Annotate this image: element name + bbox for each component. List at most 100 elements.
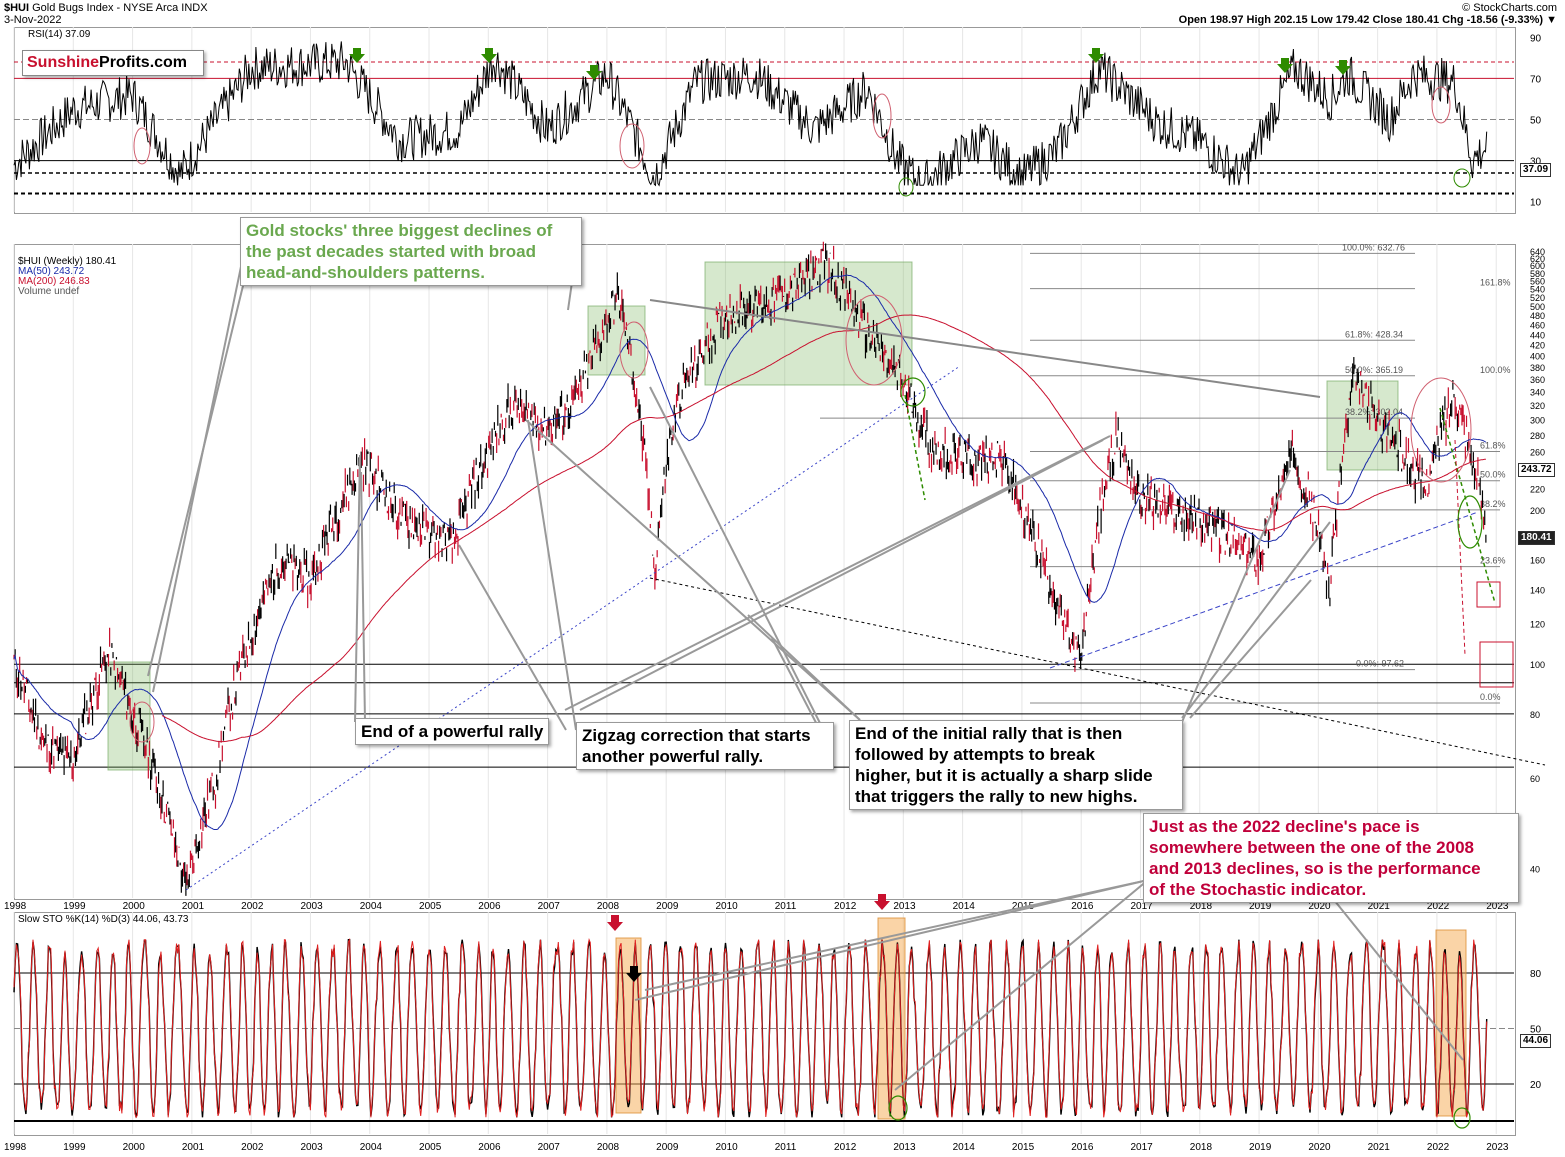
callout-pointer — [458, 544, 567, 731]
green-projection-2013 — [904, 394, 926, 501]
rsi-y-tick: 50 — [1530, 116, 1542, 127]
callout-head-and-shoulders: Gold stocks' three biggest declines of t… — [240, 217, 582, 286]
x-tick-label: 2013 — [893, 1142, 916, 1153]
black-dashed-trend — [649, 577, 1546, 766]
green-arrow-icon — [481, 48, 497, 63]
rsi-red-ellipse — [619, 123, 645, 169]
x-tick-label: 2007 — [538, 901, 561, 912]
fib-label-right: 61.8% — [1480, 440, 1506, 450]
x-tick-label: 2001 — [182, 901, 205, 912]
callout-pointer — [649, 386, 826, 734]
x-tick-label: 1998 — [4, 901, 27, 912]
blue-dotted-trend — [185, 365, 961, 891]
logo-part2: Profits.com — [99, 54, 188, 71]
x-tick-label: 2016 — [1071, 901, 1094, 912]
x-tick-label: 2009 — [656, 1142, 679, 1153]
sto-green-ellipse — [1453, 1107, 1471, 1129]
price-y-tick: 140 — [1530, 585, 1545, 595]
x-tick-label: 2003 — [300, 901, 323, 912]
callout-pointer — [1181, 521, 1331, 719]
x-tick-label: 2006 — [478, 1142, 501, 1153]
red-arrow-icon — [874, 894, 890, 910]
ma-current-tag: 243.72 — [1518, 463, 1555, 477]
x-tick-label: 2000 — [123, 901, 146, 912]
rsi-y-tick: 70 — [1530, 74, 1542, 85]
price-y-tick: 580 — [1530, 269, 1545, 279]
price-y-tick: 60 — [1530, 774, 1540, 784]
price-y-tick: 200 — [1530, 506, 1545, 516]
price-y-tick: 480 — [1530, 311, 1545, 321]
green-arrow-icon — [349, 48, 365, 63]
price-y-tick: 100 — [1530, 660, 1545, 670]
rsi-y-tick: 90 — [1530, 33, 1542, 44]
x-tick-label: 2008 — [597, 1142, 620, 1153]
price-y-tick: 400 — [1530, 352, 1545, 362]
rsi-y-tick: 30 — [1530, 157, 1542, 168]
sto-y-tick: 80 — [1530, 969, 1542, 980]
callout-pointer — [525, 419, 861, 721]
price-y-tick: 320 — [1530, 401, 1545, 411]
price-green-ellipse — [900, 377, 926, 407]
callout-pointer — [1329, 894, 1464, 1061]
x-tick-label: 1998 — [4, 1142, 27, 1153]
callout-pointer — [644, 879, 1149, 991]
x-tick-label: 2009 — [656, 901, 679, 912]
callout-pointer — [1181, 469, 1291, 723]
price-y-tick: 500 — [1530, 302, 1545, 312]
callout-pointer — [567, 281, 573, 311]
x-tick-label: 1999 — [63, 1142, 86, 1153]
fib-label-right: 50.0% — [1480, 470, 1506, 480]
x-tick-label: 2013 — [893, 901, 916, 912]
price-red-ellipse — [845, 294, 903, 386]
fib-label-right: 100.0% — [1480, 365, 1511, 375]
x-tick-label: 2022 — [1427, 1142, 1450, 1153]
ohlc-readout: Open 198.97 High 202.15 Low 179.42 Close… — [1178, 14, 1557, 26]
x-tick-label: 2020 — [1308, 1142, 1331, 1153]
x-tick-label: 2017 — [1130, 901, 1153, 912]
price-y-tick: 540 — [1530, 285, 1545, 295]
target-box — [1479, 641, 1514, 688]
price-y-tick: 420 — [1530, 341, 1545, 351]
sto-highlight-box — [1435, 929, 1467, 1117]
x-tick-label: 2021 — [1368, 901, 1391, 912]
x-tick-label: 2005 — [419, 901, 442, 912]
price-y-tick: 80 — [1530, 710, 1540, 720]
price-red-ellipse — [1410, 377, 1472, 483]
symbol-title: $HUI Gold Bugs Index - NYSE Arca INDX — [4, 2, 208, 14]
x-tick-label: 2010 — [715, 901, 738, 912]
price-y-tick: 260 — [1530, 447, 1545, 457]
price-y-tick: 380 — [1530, 363, 1545, 373]
price-legend-ma200: MA(200) 246.83 — [18, 276, 90, 287]
x-tick-label: 2008 — [597, 901, 620, 912]
x-tick-label: 2018 — [1190, 1142, 1213, 1153]
red-arrow-icon — [607, 915, 623, 931]
rsi-green-ellipse — [1453, 168, 1471, 188]
x-tick-label: 2000 — [123, 1142, 146, 1153]
x-tick-label: 2020 — [1308, 901, 1331, 912]
callout-end-powerful-rally: End of a powerful rally — [355, 718, 550, 745]
x-tick-label: 1999 — [63, 901, 86, 912]
fib-label-right: 38.2% — [1480, 499, 1506, 509]
x-tick-label: 2010 — [715, 1142, 738, 1153]
price-y-tick: 640 — [1530, 247, 1545, 257]
fib-label-right: 0.0% — [1480, 692, 1501, 702]
x-tick-label: 2014 — [953, 901, 976, 912]
x-tick-label: 2002 — [241, 901, 264, 912]
price-y-tick: 440 — [1530, 330, 1545, 340]
x-tick-label: 2012 — [834, 901, 857, 912]
green-arrow-icon — [1335, 60, 1351, 75]
x-tick-label: 2016 — [1071, 1142, 1094, 1153]
fib-label: 61.8%: 428.34 — [1345, 329, 1403, 339]
x-tick-label: 2022 — [1427, 901, 1450, 912]
x-tick-label: 2018 — [1190, 901, 1213, 912]
green-arrow-icon — [1088, 48, 1104, 63]
price-y-tick: 280 — [1530, 431, 1545, 441]
price-green-ellipse — [1457, 495, 1483, 549]
callout-initial-rally: End of the initial rally that is then fo… — [849, 720, 1183, 810]
price-y-tick: 40 — [1530, 864, 1540, 874]
price-red-ellipse — [129, 701, 155, 743]
hs-pattern-box — [587, 305, 646, 376]
sto-d-line — [13, 937, 1488, 1119]
sto-y-tick: 20 — [1530, 1080, 1542, 1091]
